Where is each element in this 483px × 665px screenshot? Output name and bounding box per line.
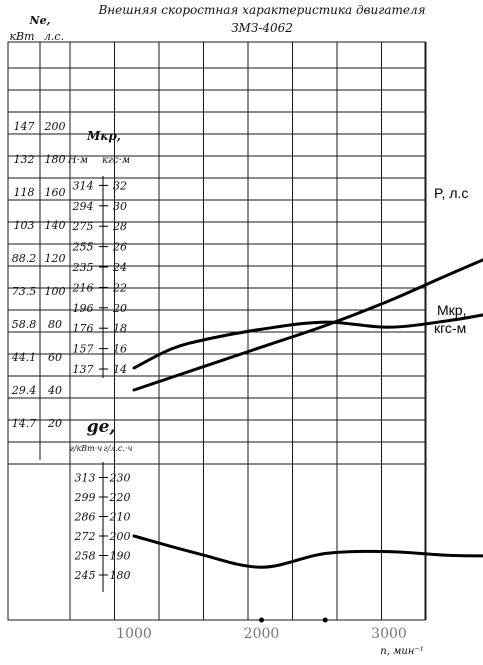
power-tick-kw: 88.2 bbox=[12, 252, 37, 265]
power-tick-kw: 103 bbox=[14, 219, 35, 232]
power-tick-hp: 80 bbox=[48, 318, 62, 331]
power-tick-kw: 73.5 bbox=[12, 285, 37, 298]
torque-tick-kgf: 24 bbox=[112, 261, 127, 274]
grid-frame bbox=[7, 41, 426, 621]
ge-axis-ticks: 313 230 299 220 286 210 272 200 258 190 245 180 bbox=[74, 472, 131, 583]
power-tick-hp: 200 bbox=[44, 120, 66, 133]
power-axis-ticks: 147 200 132 180 118 160 103 140 88.2 120 73.5 100 58… bbox=[11, 120, 66, 430]
torque-tick-nm: 176 bbox=[73, 322, 94, 335]
torque-tick-kgf: 30 bbox=[113, 200, 127, 213]
torque-tick-kgf: 22 bbox=[112, 281, 127, 294]
ge-tick-b: 210 bbox=[109, 511, 131, 524]
torque-axis-ticks: 314 32 294 30 275 28 255 26 235 24 216 22 196 20 176 18… bbox=[72, 179, 128, 376]
ge-axis-header: ge, bbox=[87, 417, 116, 437]
ge-tick-b: 230 bbox=[109, 472, 131, 485]
torque-axis-header: Мкр, bbox=[86, 129, 121, 143]
power-tick-kw: 58.8 bbox=[12, 318, 37, 331]
ge-tick-a: 272 bbox=[74, 530, 96, 543]
power-tick-kw: 14.7 bbox=[12, 417, 37, 430]
torque-tick-nm: 137 bbox=[73, 363, 94, 376]
x-tick-label: 2000 bbox=[244, 626, 280, 642]
chart-title: Внешняя скоростная характеристика двигат… bbox=[97, 3, 425, 17]
power-axis-units-hp: л.с. bbox=[44, 30, 64, 43]
x-marker bbox=[259, 617, 264, 623]
x-tick-label: 1000 bbox=[116, 626, 152, 642]
power-curve bbox=[132, 258, 483, 392]
torque-tick-kgf: 18 bbox=[113, 322, 127, 335]
x-axis-ticks: 10002000300040005000 bbox=[116, 626, 407, 642]
power-tick-hp: 160 bbox=[45, 186, 66, 199]
x-marker bbox=[322, 617, 328, 623]
ge-curve bbox=[132, 534, 483, 569]
ge-tick-a: 313 bbox=[75, 472, 96, 485]
ge-axis-units-a: г/кВт·ч bbox=[70, 444, 103, 453]
chart-subtitle: ЗМЗ-4062 bbox=[231, 21, 293, 35]
torque-tick-kgf: 32 bbox=[113, 179, 127, 192]
power-tick-hp: 60 bbox=[48, 351, 62, 364]
torque-tick-nm: 216 bbox=[72, 281, 94, 294]
power-tick-hp: 100 bbox=[45, 285, 66, 298]
ge-tick-b: 190 bbox=[110, 550, 131, 563]
torque-tick-nm: 294 bbox=[72, 200, 94, 213]
torque-axis-units-kgf: кгс·м bbox=[102, 155, 130, 166]
ge-tick-a: 245 bbox=[74, 569, 96, 582]
grid bbox=[7, 41, 427, 621]
curves bbox=[132, 258, 483, 569]
ge-axis-units-b: г/л.с.·ч bbox=[104, 444, 133, 453]
power-tick-kw: 44.1 bbox=[11, 351, 37, 364]
power-tick-hp: 120 bbox=[45, 252, 66, 265]
power-axis-units-kw: кВт bbox=[9, 30, 34, 43]
x-tick-label: 3000 bbox=[371, 626, 407, 642]
torque-axis-units-nm: Н·м bbox=[67, 155, 88, 166]
torque-tick-nm: 275 bbox=[72, 220, 94, 233]
ge-tick-a: 258 bbox=[74, 550, 96, 563]
ge-tick-b: 180 bbox=[110, 569, 131, 582]
ge-tick-a: 299 bbox=[74, 491, 96, 504]
torque-tick-nm: 314 bbox=[73, 179, 94, 192]
torque-tick-kgf: 14 bbox=[113, 363, 127, 376]
x-markers bbox=[259, 617, 328, 623]
series-label-torque-line2: кгс-м bbox=[434, 320, 466, 336]
power-tick-kw: 118 bbox=[14, 186, 35, 199]
torque-tick-kgf: 28 bbox=[112, 220, 127, 233]
torque-tick-nm: 235 bbox=[72, 261, 94, 274]
power-tick-hp: 180 bbox=[45, 153, 66, 166]
power-tick-kw: 132 bbox=[14, 153, 35, 166]
power-tick-hp: 20 bbox=[47, 417, 62, 430]
power-tick-kw: 147 bbox=[14, 120, 35, 133]
power-axis-header: Ne, bbox=[29, 14, 51, 27]
torque-tick-nm: 196 bbox=[73, 302, 94, 315]
torque-tick-kgf: 20 bbox=[112, 302, 127, 315]
torque-tick-kgf: 16 bbox=[113, 343, 127, 356]
series-label-power: P, л.с bbox=[434, 185, 468, 201]
power-tick-kw: 29.4 bbox=[11, 384, 37, 397]
torque-tick-kgf: 26 bbox=[112, 241, 127, 254]
ge-tick-b: 220 bbox=[109, 491, 131, 504]
torque-curve bbox=[132, 313, 483, 370]
torque-tick-nm: 157 bbox=[73, 343, 94, 356]
ge-tick-b: 200 bbox=[109, 530, 131, 543]
power-tick-hp: 40 bbox=[47, 384, 62, 397]
series-label-torque-line1: Мкр, bbox=[437, 302, 466, 318]
power-tick-hp: 140 bbox=[45, 219, 66, 232]
torque-tick-nm: 255 bbox=[72, 241, 94, 254]
x-axis-label: n, мин⁻¹ bbox=[380, 646, 423, 657]
ge-tick-a: 286 bbox=[74, 511, 96, 524]
